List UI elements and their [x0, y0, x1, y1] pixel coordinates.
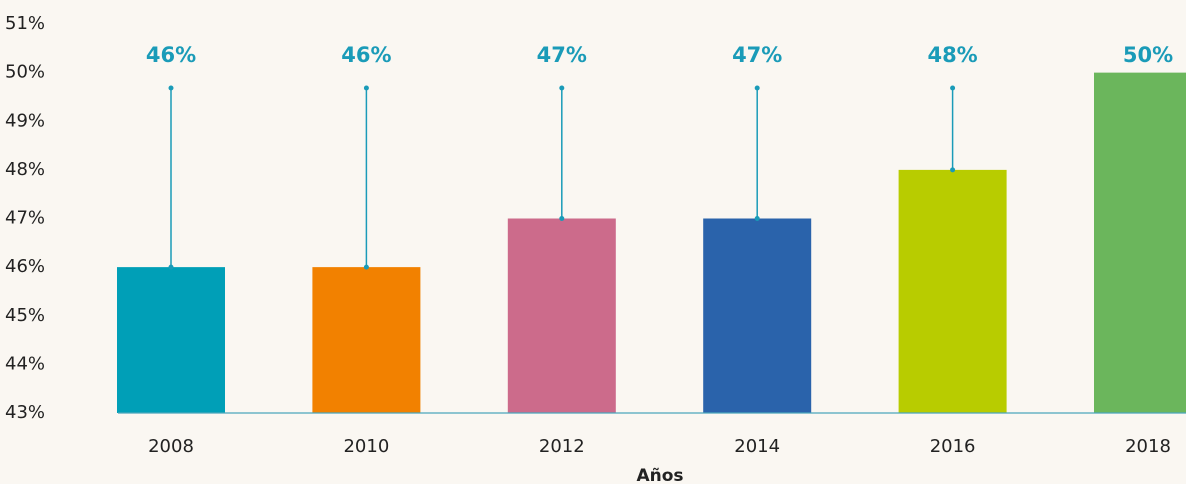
value-label: 47% [537, 43, 587, 67]
x-tick-label: 2008 [148, 436, 194, 457]
y-tick-label: 46% [5, 256, 45, 277]
bar [898, 169, 1007, 413]
leader-dot [168, 85, 174, 91]
leader-dot [950, 85, 956, 91]
bar [312, 267, 421, 413]
y-tick-label: 43% [5, 402, 45, 423]
bar [117, 267, 225, 413]
leader-dot [950, 167, 956, 173]
y-tick-label: 47% [5, 208, 45, 229]
x-tick-label: 2018 [1125, 436, 1171, 457]
x-tick-label: 2012 [539, 436, 585, 457]
y-tick-label: 44% [5, 353, 45, 374]
x-tick-label: 2010 [343, 436, 389, 457]
bar [1094, 72, 1186, 413]
value-label: 46% [146, 43, 196, 67]
y-tick-label: 49% [5, 110, 45, 131]
leader-dot [363, 85, 369, 91]
leader-dot [754, 216, 760, 221]
bar [507, 218, 616, 413]
x-tick-label: 2016 [930, 436, 976, 457]
value-label: 50% [1123, 43, 1173, 67]
value-label: 47% [732, 43, 782, 67]
value-label: 46% [341, 43, 391, 67]
y-tick-label: 50% [5, 62, 45, 83]
bar [703, 218, 812, 413]
leader-dot [168, 264, 174, 270]
leader-dot [363, 264, 369, 270]
leader-dot [754, 85, 760, 91]
y-tick-label: 48% [5, 159, 45, 180]
y-tick-label: 51% [5, 13, 45, 34]
leader-dot [559, 216, 565, 221]
leader-dot [559, 85, 565, 91]
x-axis-label: Años [636, 466, 683, 484]
x-tick-label: 2014 [734, 436, 780, 457]
value-label: 48% [927, 43, 977, 67]
y-tick-label: 45% [5, 305, 45, 326]
